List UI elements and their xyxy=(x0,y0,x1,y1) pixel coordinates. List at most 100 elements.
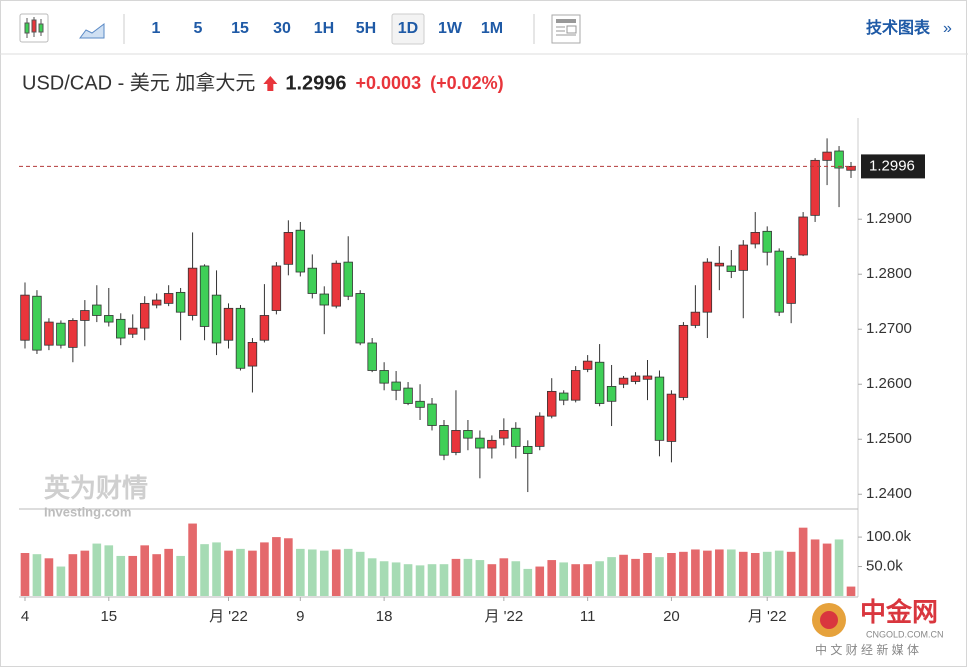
candle-body xyxy=(463,430,473,439)
candle-body xyxy=(499,430,509,439)
candle-body xyxy=(786,257,796,304)
volume-bar xyxy=(80,550,90,596)
candle-body xyxy=(738,244,748,271)
candle-body xyxy=(750,232,760,245)
candle-body xyxy=(235,307,246,369)
candle-body xyxy=(175,291,186,313)
volume-bar xyxy=(260,542,269,596)
volume-bar xyxy=(571,564,580,596)
volume-bar xyxy=(595,561,604,596)
y-tick-label: 1.2500 xyxy=(866,430,912,447)
candle-body xyxy=(199,265,210,327)
interval-button[interactable]: 5H xyxy=(356,20,376,37)
area-icon[interactable] xyxy=(79,23,105,39)
candle-body xyxy=(487,439,497,449)
x-tick-label: 月 '22 xyxy=(209,608,248,625)
interval-button[interactable]: 1D xyxy=(398,20,418,37)
watermark-brand: 英为财情 xyxy=(44,473,148,503)
volume-bar xyxy=(319,550,329,596)
candle-body xyxy=(355,293,365,344)
candle-body xyxy=(774,250,784,313)
volume-bar xyxy=(475,560,485,596)
volume-bar xyxy=(44,558,54,596)
candle-body xyxy=(295,229,306,273)
symbol: USD/CAD - 美元 加拿大元 xyxy=(22,70,255,94)
y-tick-label: 1.2800 xyxy=(866,265,912,282)
candle-body xyxy=(331,262,341,307)
candle-body xyxy=(834,150,844,169)
plot-area: 1.2400 1.2500 1.2600 1.2700 1.2800 1.2900 100.… xyxy=(19,138,925,625)
interval-button[interactable]: 1H xyxy=(314,20,334,37)
candle-body xyxy=(223,307,234,341)
candle-body xyxy=(654,376,665,441)
candle-body xyxy=(187,267,198,316)
y-tick-label: 1.2700 xyxy=(866,320,912,337)
volume-bar xyxy=(511,561,521,596)
candle-body xyxy=(582,360,593,370)
volume-bar xyxy=(296,548,305,596)
volume-bar xyxy=(56,566,66,596)
candle-body xyxy=(570,370,581,401)
interval-button[interactable]: 1 xyxy=(152,20,161,37)
volume-bar xyxy=(272,537,281,596)
last-price: 1.2996 xyxy=(285,72,346,94)
change: +0.0003 xyxy=(356,73,422,93)
candle-body xyxy=(367,342,377,371)
volume-bar xyxy=(643,553,652,596)
candle-body xyxy=(379,370,389,384)
candle-body xyxy=(475,437,485,449)
candle-body xyxy=(403,387,413,404)
candle-body xyxy=(762,230,772,253)
candle-body xyxy=(163,293,174,304)
volume-bar xyxy=(738,551,748,596)
volume-bar xyxy=(655,557,664,596)
candle-body xyxy=(20,294,30,341)
volume-bar xyxy=(547,560,557,596)
last-price-box xyxy=(861,154,925,179)
interval-button[interactable]: 1M xyxy=(481,20,503,37)
logo-tagline: 中 文 财 经 新 媒 体 xyxy=(815,642,919,657)
candle-body xyxy=(92,304,102,316)
volume-bar xyxy=(224,550,233,596)
quote: 1.2996 +0.0003 (+0.02%) xyxy=(263,72,504,94)
volume-bar xyxy=(631,558,640,596)
volume-bar xyxy=(715,549,724,596)
chevron[interactable]: » xyxy=(943,20,952,37)
candle-icon[interactable] xyxy=(19,13,49,43)
technical-chart-link[interactable]: 技术图表 xyxy=(866,18,931,37)
volume-bar xyxy=(822,543,832,596)
candle-body xyxy=(319,293,329,306)
volume-bar xyxy=(200,544,209,596)
candle-body xyxy=(151,299,162,306)
volume-bar xyxy=(104,545,114,596)
interval-button[interactable]: 5 xyxy=(194,20,203,37)
volume-bar xyxy=(726,549,736,596)
candle-body xyxy=(116,318,126,339)
watermark-sub: Investing.com xyxy=(44,504,131,519)
volume-bar xyxy=(774,550,784,596)
volume-bar xyxy=(691,549,700,596)
candle-body xyxy=(80,310,90,321)
candle-body xyxy=(846,166,856,171)
candle-body xyxy=(594,361,605,404)
volume-bar xyxy=(559,562,569,596)
change-percent: (+0.02%) xyxy=(430,73,504,93)
volume-bar xyxy=(439,564,449,596)
interval-group: 1 5 15 30 1H 5H 1D 1W 1M xyxy=(152,13,503,45)
volume-bar xyxy=(367,558,377,596)
interval-button[interactable]: 1W xyxy=(438,20,463,37)
volume-bar xyxy=(619,554,628,596)
candle-body xyxy=(535,415,545,447)
candle-body xyxy=(690,311,701,326)
interval-button[interactable]: 15 xyxy=(231,20,249,37)
volume-bar xyxy=(164,548,173,596)
x-tick-label: 18 xyxy=(376,608,393,625)
candle-body xyxy=(630,375,641,382)
interval-button[interactable]: 30 xyxy=(273,20,291,37)
layout-icon[interactable] xyxy=(551,14,581,44)
volume-bar xyxy=(487,564,497,596)
volume-bar xyxy=(176,555,185,596)
volume-bar xyxy=(834,539,844,596)
